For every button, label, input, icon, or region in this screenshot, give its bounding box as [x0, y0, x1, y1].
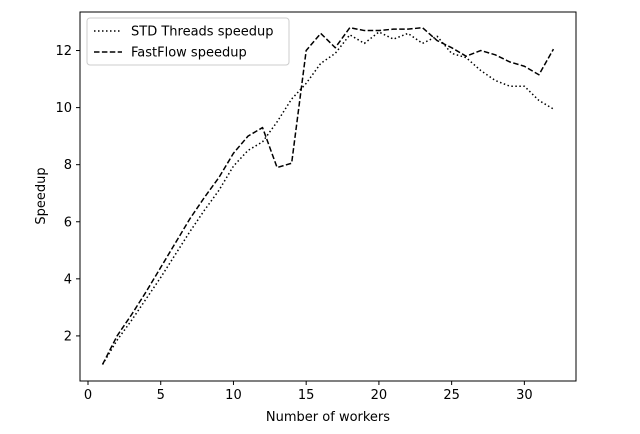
series-layer — [101, 26, 555, 365]
x-tick-label: 0 — [84, 388, 92, 403]
y-tick-label: 8 — [64, 158, 72, 173]
x-tick-label: 5 — [157, 388, 165, 403]
x-tick-label: 20 — [371, 388, 388, 403]
x-axis-title: Number of workers — [266, 410, 390, 425]
ticks-layer: 0 5 10 15 20 25 30 2 4 6 8 10 12 — [55, 44, 532, 403]
y-tick-label: 2 — [64, 329, 72, 344]
y-tick-label: 12 — [55, 44, 72, 59]
y-axis-title: Speedup — [34, 167, 49, 224]
plot-area-frame — [79, 11, 577, 382]
y-tick-label: 4 — [64, 272, 72, 287]
series-line-0 — [101, 31, 554, 365]
y-tick-label: 6 — [64, 215, 72, 230]
x-tick-label: 30 — [516, 388, 533, 403]
y-tick-label: 10 — [55, 101, 72, 116]
legend-label-fastflow: FastFlow speedup — [131, 46, 247, 61]
x-tick-label: 15 — [298, 388, 315, 403]
legend-label-std-threads: STD Threads speedup — [131, 25, 273, 40]
legend: STD Threads speedup FastFlow speedup — [86, 17, 290, 66]
x-tick-label: 25 — [443, 388, 460, 403]
series-line-1 — [101, 26, 555, 365]
x-tick-label: 10 — [225, 388, 242, 403]
legend-box — [86, 17, 290, 66]
